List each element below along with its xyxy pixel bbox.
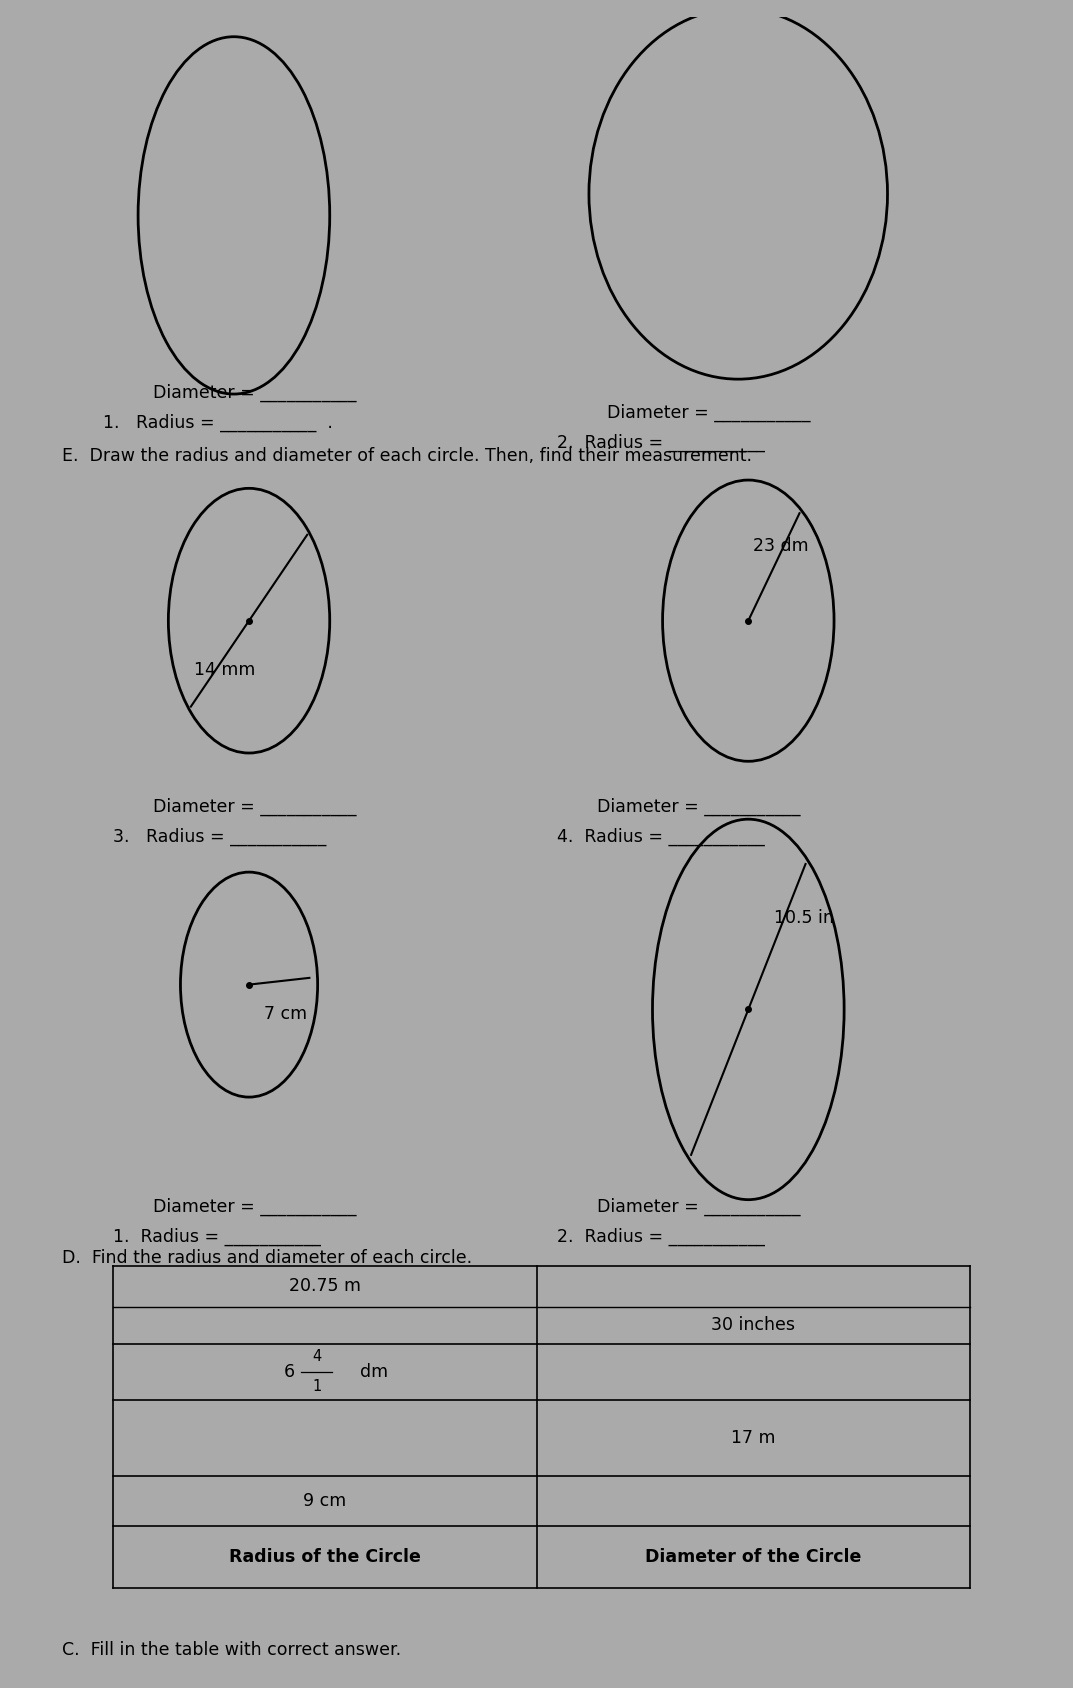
Text: 30 inches: 30 inches <box>711 1317 795 1334</box>
Text: C.  Fill in the table with correct answer.: C. Fill in the table with correct answer… <box>62 1641 401 1659</box>
Text: Diameter of the Circle: Diameter of the Circle <box>645 1548 862 1566</box>
Text: Radius of the Circle: Radius of the Circle <box>229 1548 421 1566</box>
Text: 2.  Radius = ___________: 2. Radius = ___________ <box>557 434 765 452</box>
Text: Diameter = ___________: Diameter = ___________ <box>597 798 800 815</box>
Text: 17 m: 17 m <box>731 1428 776 1447</box>
Text: Diameter = ___________: Diameter = ___________ <box>153 1198 356 1217</box>
Text: 14 mm: 14 mm <box>193 662 255 679</box>
Text: 20.75 m: 20.75 m <box>289 1278 361 1295</box>
Text: Diameter = ___________: Diameter = ___________ <box>597 1198 800 1217</box>
Text: dm: dm <box>359 1362 388 1381</box>
Text: Diameter = ___________: Diameter = ___________ <box>607 403 810 422</box>
Text: 10.5 in: 10.5 in <box>774 910 834 927</box>
Text: Diameter = ___________: Diameter = ___________ <box>153 798 356 815</box>
Text: D.  Find the radius and diameter of each circle.: D. Find the radius and diameter of each … <box>62 1249 472 1268</box>
Text: 4.  Radius = ___________: 4. Radius = ___________ <box>557 827 764 846</box>
Text: 4: 4 <box>312 1349 321 1364</box>
Text: Diameter = ___________: Diameter = ___________ <box>153 385 356 402</box>
Text: E.  Draw the radius and diameter of each circle. Then, find their measurement.: E. Draw the radius and diameter of each … <box>62 447 752 464</box>
Text: 1.   Radius = ___________  .: 1. Radius = ___________ . <box>103 414 333 432</box>
Text: 1.  Radius = ___________: 1. Radius = ___________ <box>113 1227 321 1246</box>
Text: 3.   Radius = ___________: 3. Radius = ___________ <box>113 827 326 846</box>
Text: 7 cm: 7 cm <box>264 1006 307 1023</box>
Text: 23 dm: 23 dm <box>753 537 809 555</box>
Text: 1: 1 <box>312 1379 321 1394</box>
Text: 9 cm: 9 cm <box>303 1492 347 1509</box>
Text: 2.  Radius = ___________: 2. Radius = ___________ <box>557 1227 765 1246</box>
Text: 6: 6 <box>283 1362 294 1381</box>
